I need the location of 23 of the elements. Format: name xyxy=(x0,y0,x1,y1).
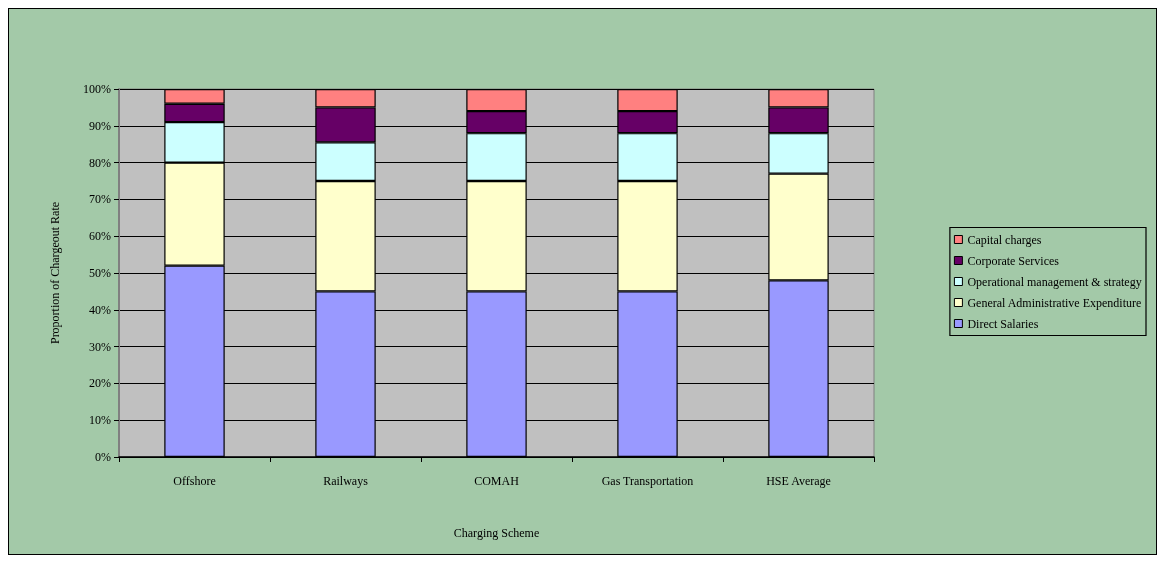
y-tick-label: 40% xyxy=(89,302,111,317)
y-tick-label: 60% xyxy=(89,229,111,244)
y-tick-label: 80% xyxy=(89,155,111,170)
y-tick-label: 50% xyxy=(89,266,111,280)
x-tick-label: Railways xyxy=(323,474,369,488)
y-tick-label: 0% xyxy=(95,450,111,464)
y-tick-label: 70% xyxy=(89,192,111,207)
y-tick-label: 100% xyxy=(83,82,111,96)
y-tick-label: 90% xyxy=(89,118,111,133)
y-axis-title: Proportion of Chargeout Rate xyxy=(48,201,62,345)
x-tick-label: HSE Average xyxy=(766,474,831,488)
x-tick-label: Gas Transportation xyxy=(601,474,694,488)
legend-label: Direct Salaries xyxy=(967,316,1039,331)
x-tick-label: COMAH xyxy=(474,474,520,488)
legend-label: Operational management & strategy xyxy=(967,274,1142,289)
y-tick-label: 20% xyxy=(89,376,111,391)
legend-label: Corporate Services xyxy=(967,253,1060,268)
x-axis-title: Charging Scheme xyxy=(453,526,540,540)
legend-label: General Administrative Expenditure xyxy=(967,295,1142,310)
y-tick-label: 30% xyxy=(89,339,111,354)
legend-label: Capital charges xyxy=(967,232,1042,247)
x-tick-label: Offshore xyxy=(173,474,216,488)
y-tick-label: 10% xyxy=(89,413,111,428)
